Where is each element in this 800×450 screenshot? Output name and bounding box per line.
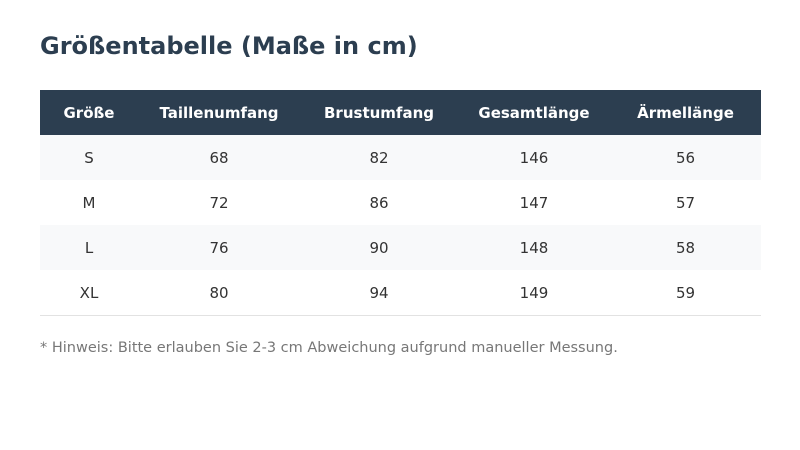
title: Größentabelle (Maße in cm) bbox=[40, 32, 418, 60]
note: * Hinweis: Bitte erlauben Sie 2-3 cm Abw… bbox=[40, 340, 618, 356]
table-cell: 90 bbox=[300, 225, 458, 270]
table-cell: 148 bbox=[458, 225, 610, 270]
table-cell: M bbox=[82, 193, 96, 212]
table-row: S 68 82 146 56 bbox=[40, 135, 761, 180]
table-cell: 149 bbox=[458, 270, 610, 316]
header-row: Größe Taillenumfang Brustumfang Gesamtlänge… bbox=[40, 90, 761, 135]
table-cell: XL bbox=[40, 270, 138, 316]
column-header: Brustumfang bbox=[300, 90, 458, 135]
table-row: M 72 86 147 57 bbox=[40, 180, 761, 225]
table-cell: S bbox=[40, 135, 138, 180]
table-cell: 57 bbox=[675, 193, 696, 212]
table-cell: 80 bbox=[138, 270, 300, 316]
table-cell: 58 bbox=[610, 225, 761, 270]
column-header: Ärmellänge bbox=[610, 90, 761, 135]
column-header: Gesamtlänge bbox=[458, 90, 610, 135]
table-cell: 86 bbox=[369, 193, 389, 212]
table-cell: 94 bbox=[300, 270, 458, 316]
column-header: Größe bbox=[40, 90, 138, 135]
size-table: Größe Taillenumfang Brustumfang Gesamtlänge… bbox=[40, 90, 761, 316]
table-cell: 76 bbox=[138, 225, 300, 270]
table-row: XL 80 94 149 59 bbox=[40, 270, 761, 316]
table-header: Größe Taillenumfang Brustumfang Gesamtlänge… bbox=[40, 90, 761, 135]
table-cell: 146 bbox=[458, 135, 610, 180]
table-cell: 82 bbox=[300, 135, 458, 180]
table-row: L 76 90 148 58 bbox=[40, 225, 761, 270]
table-cell: 68 bbox=[138, 135, 300, 180]
table-body: S 68 82 146 56 M 72 86 147 57 L 76 90 148 58 XL 80 94 149 5… bbox=[40, 135, 761, 316]
table-cell: 72 bbox=[209, 193, 229, 212]
column-header: Taillenumfang bbox=[138, 90, 300, 135]
table-cell: 147 bbox=[519, 193, 549, 212]
table-cell: 59 bbox=[610, 270, 761, 316]
table-cell: 56 bbox=[610, 135, 761, 180]
table-cell: L bbox=[40, 225, 138, 270]
